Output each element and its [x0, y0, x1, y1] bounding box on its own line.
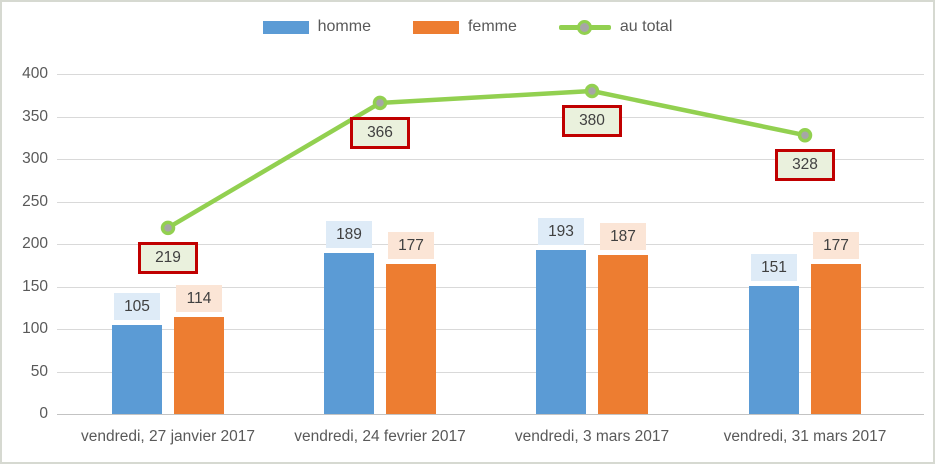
- legend-label: homme: [317, 18, 371, 35]
- bar-femme: [174, 317, 224, 414]
- bar-value-label-homme: 151: [751, 253, 797, 281]
- bar-femme: [811, 263, 861, 414]
- gridline: [57, 116, 924, 118]
- bar-homme: [749, 285, 799, 414]
- total-value-label: 366: [350, 116, 410, 149]
- legend-swatch-femme-icon: [412, 20, 459, 34]
- line-marker: [797, 127, 813, 143]
- total-value-label: 380: [562, 105, 622, 137]
- bar-homme: [324, 253, 374, 414]
- bar-value-label-femme: 177: [388, 231, 434, 259]
- x-axis-line: [57, 414, 924, 415]
- gridline: [57, 286, 924, 288]
- total-value-label: 328: [775, 149, 835, 182]
- legend-item-homme: homme: [262, 18, 371, 36]
- x-category-label: vendredi, 31 mars 2017: [723, 428, 887, 445]
- bar-value-label-femme: 114: [176, 285, 222, 313]
- x-category-label: vendredi, 24 fevrier 2017: [294, 428, 466, 445]
- gridline: [57, 244, 924, 245]
- gridline: [57, 74, 924, 75]
- bar-value-label-femme: 177: [813, 231, 859, 259]
- y-tick-label: 350: [22, 107, 48, 125]
- bar-homme: [536, 249, 586, 414]
- y-tick-label: 200: [22, 235, 48, 252]
- legend-item-femme: femme: [412, 18, 517, 36]
- legend-swatch-homme-icon: [262, 20, 309, 34]
- legend-marker-icon: [576, 19, 592, 35]
- legend-swatch-line-icon: [558, 19, 611, 36]
- x-category-label: vendredi, 3 mars 2017: [514, 428, 670, 445]
- y-tick-label: 300: [22, 150, 48, 167]
- bar-homme: [112, 324, 162, 414]
- total-value-label: 219: [138, 241, 198, 274]
- y-tick-label: 100: [22, 320, 48, 337]
- legend-label: au total: [619, 18, 673, 35]
- y-tick-label: 250: [22, 192, 48, 210]
- gridline: [57, 201, 924, 203]
- bar-femme: [598, 255, 648, 414]
- x-category-label: vendredi, 27 janvier 2017: [80, 428, 256, 445]
- line-marker: [584, 83, 600, 99]
- bar-value-label-homme: 193: [538, 217, 584, 245]
- bar-value-label-homme: 189: [326, 221, 372, 249]
- y-tick-label: 400: [22, 65, 48, 82]
- line-marker: [372, 95, 388, 111]
- bar-value-label-homme: 105: [114, 292, 160, 320]
- chart-legend: homme femme au total: [2, 18, 933, 36]
- bar-femme: [386, 263, 436, 414]
- legend-item-au-total: au total: [558, 18, 673, 36]
- y-tick-label: 150: [22, 277, 48, 295]
- line-marker: [160, 220, 176, 236]
- y-tick-label: 0: [39, 405, 48, 422]
- bar-value-label-femme: 187: [600, 223, 646, 251]
- legend-label: femme: [467, 18, 517, 35]
- y-tick-label: 50: [30, 362, 48, 380]
- gridline: [57, 329, 924, 330]
- gridline: [57, 371, 924, 373]
